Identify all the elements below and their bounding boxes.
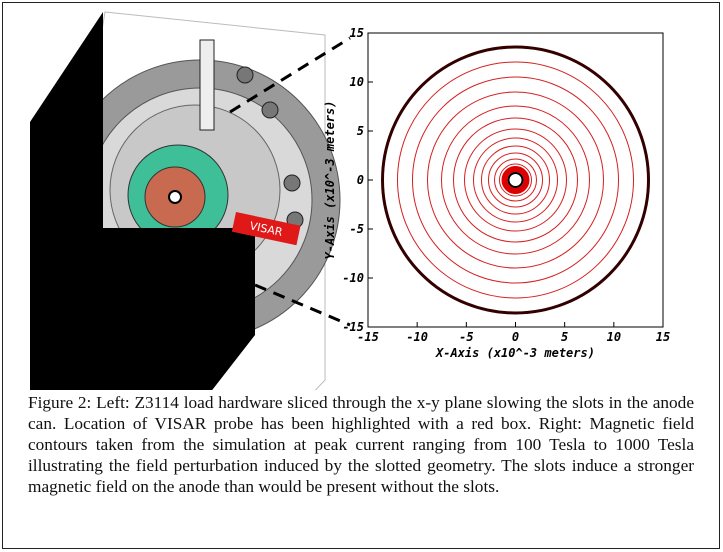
caption: Figure 2: Left: Z3114 load hardware slic… — [28, 392, 694, 497]
hardware-image: VISAR — [30, 12, 350, 390]
x-tick-label: 15 — [656, 330, 670, 344]
y-tick-label: 15 — [350, 26, 364, 40]
y-tick-label: -10 — [342, 271, 364, 285]
x-tick-label: 10 — [607, 330, 621, 344]
load-center — [169, 191, 181, 203]
bolt — [284, 175, 300, 191]
page: VISAR X-Axis (x10^-3 meters) Y-Axis (x10… — [0, 0, 723, 552]
contour-plot: X-Axis (x10^-3 meters) Y-Axis (x10^-3 me… — [323, 26, 670, 360]
x-tick-label: -10 — [406, 330, 428, 344]
x-tick-label: 0 — [512, 330, 519, 344]
figure: VISAR X-Axis (x10^-3 meters) Y-Axis (x10… — [0, 0, 723, 390]
y-axis-label: Y-Axis (x10^-3 meters) — [323, 101, 337, 260]
x-tick-label: 5 — [561, 330, 568, 344]
bolt — [262, 102, 278, 118]
y-tick-label: 0 — [357, 173, 364, 187]
x-tick-label: -5 — [459, 330, 473, 344]
y-tick-label: 10 — [350, 75, 364, 89]
y-tick-label: 5 — [357, 124, 364, 138]
y-tick-label: -15 — [342, 320, 364, 334]
bolt — [237, 67, 253, 83]
y-tick-label: -5 — [350, 222, 364, 236]
probe-mount — [200, 40, 214, 130]
x-axis-label: X-Axis (x10^-3 meters) — [435, 346, 595, 360]
